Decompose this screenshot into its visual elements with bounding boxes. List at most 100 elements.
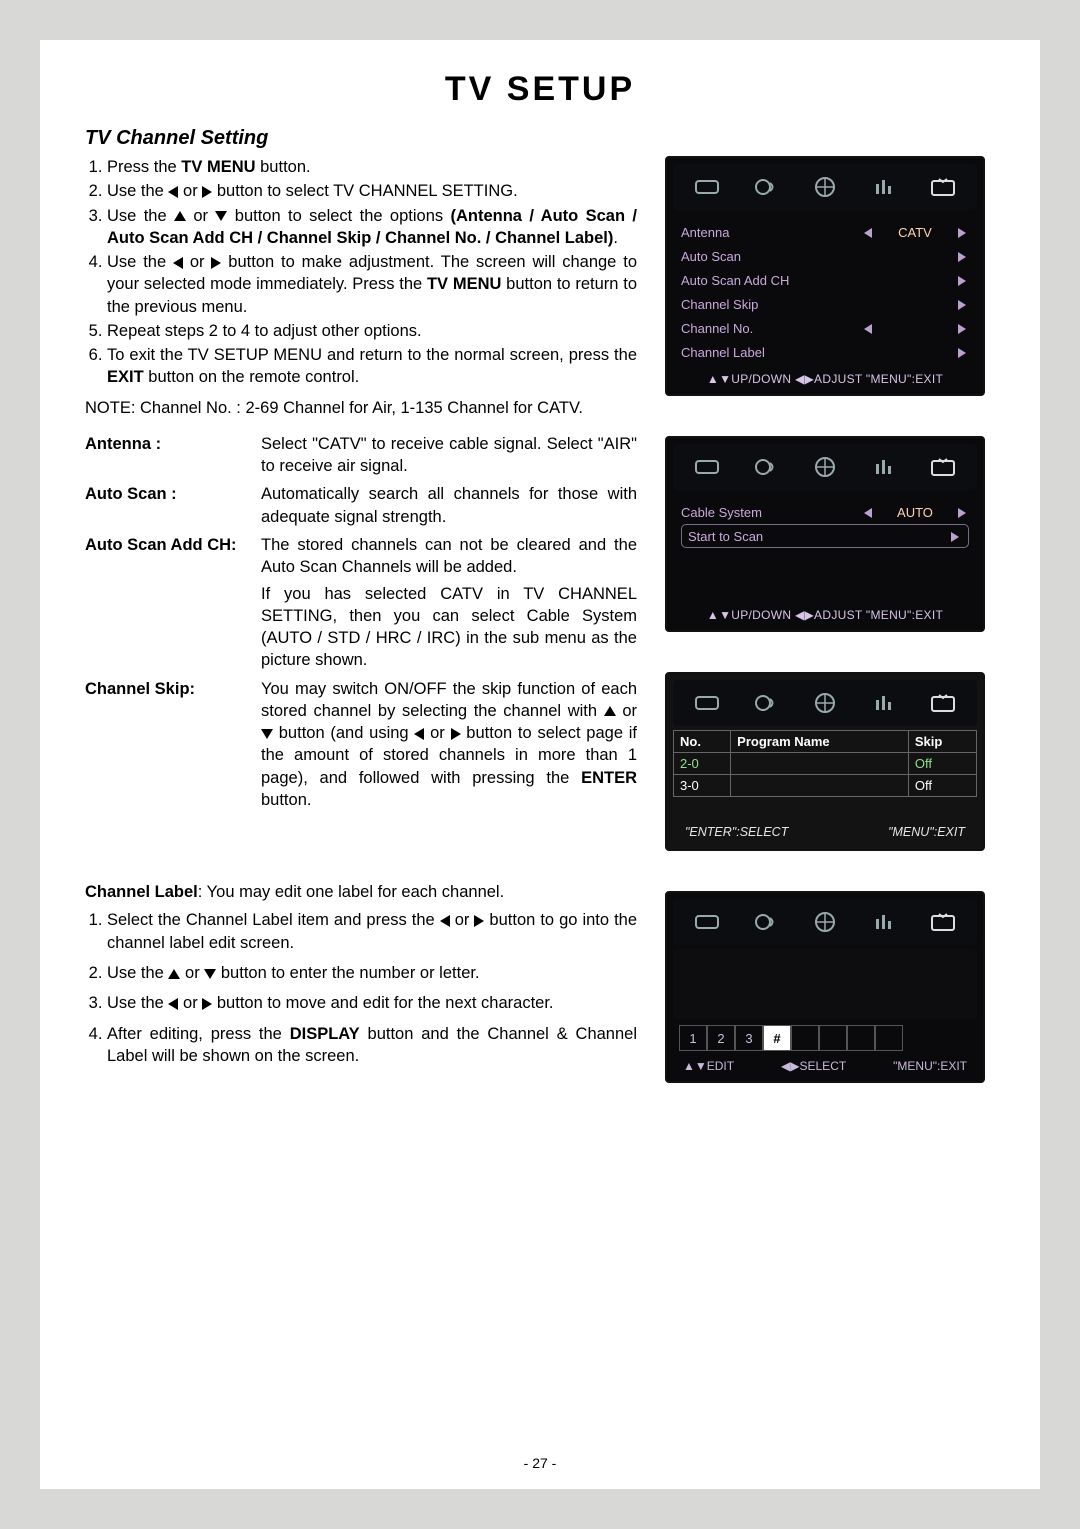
osd-row: Cable SystemAUTO (681, 500, 969, 524)
right-arrow-icon (451, 728, 461, 740)
bold: Channel Label (85, 883, 198, 901)
up-arrow-icon (168, 969, 180, 979)
right-arrow-icon (211, 257, 221, 269)
table-row: 2-0Off (674, 753, 977, 775)
edit-cell: 1 (679, 1025, 707, 1051)
osd-panel-1: Antenna CATV Auto Scan Auto Scan Add CH Chan… (665, 156, 985, 396)
eq-icon (864, 172, 904, 202)
text: button on the remote control. (144, 368, 360, 386)
edit-cell: 3 (735, 1025, 763, 1051)
table-header: Skip (908, 731, 976, 753)
osd-row-label: Auto Scan Add CH (681, 273, 861, 288)
text: or (616, 702, 637, 720)
edit-cell: 2 (707, 1025, 735, 1051)
def-text: Select "CATV" to receive cable signal. S… (261, 433, 637, 478)
osd-row: Antenna CATV (681, 220, 969, 244)
text: button to select TV CHANNEL SETTING. (212, 182, 517, 200)
right-arrow-icon (955, 321, 969, 336)
osd-panel-3: No.Program NameSkip2-0Off3-0Off "ENTER":… (665, 672, 985, 851)
tv-icon (923, 907, 963, 937)
edit-cell: # (763, 1025, 791, 1051)
left-column: Press the TV MENU button. Use the or but… (85, 156, 637, 1123)
palette-icon (687, 907, 727, 937)
osd-iconbar (673, 899, 977, 945)
text: Press the (107, 158, 181, 176)
osd-row-label: Channel Skip (681, 297, 861, 312)
osd-footer: "ENTER":SELECT "MENU":EXIT (673, 797, 977, 843)
note-text: NOTE: Channel No. : 2-69 Channel for Air… (85, 397, 637, 419)
osd-row: Channel Skip (681, 292, 969, 316)
step-1: Press the TV MENU button. (107, 156, 637, 178)
osd-panel-4: 123# ▲▼EDIT ◀▶SELECT "MENU":EXIT (665, 891, 985, 1083)
right-arrow-icon (202, 998, 212, 1010)
foot-left: "ENTER":SELECT (685, 825, 788, 839)
foot-mid: ◀▶SELECT (781, 1059, 846, 1073)
down-arrow-icon (261, 729, 273, 739)
step-3: Use the or button to select the options … (107, 205, 637, 250)
text: or (178, 994, 202, 1012)
cl-intro: Channel Label: You may edit one label fo… (85, 881, 637, 903)
osd-row-value: CATV (875, 225, 955, 240)
globe-icon (805, 172, 845, 202)
osd-row: Auto Scan (681, 244, 969, 268)
text: button. (256, 158, 311, 176)
right-column: Antenna CATV Auto Scan Auto Scan Add CH Chan… (665, 156, 995, 1123)
audio-icon (746, 907, 786, 937)
def-addch: Auto Scan Add CH: The stored channels ca… (85, 534, 637, 672)
table-cell (731, 775, 909, 797)
bold: DISPLAY (290, 1025, 360, 1043)
text: Use the (107, 182, 168, 200)
edit-cells: 123# (673, 1025, 977, 1057)
skip-table: No.Program NameSkip2-0Off3-0Off (673, 730, 977, 797)
section-subtitle: TV Channel Setting (85, 127, 995, 150)
bold: TV MENU (181, 158, 255, 176)
eq-icon (864, 907, 904, 937)
step-5: Repeat steps 2 to 4 to adjust other opti… (107, 320, 637, 342)
table-cell: 3-0 (674, 775, 731, 797)
text: button. (261, 791, 311, 809)
osd-row-label: Antenna (681, 225, 861, 240)
audio-icon (746, 452, 786, 482)
text: or (183, 253, 211, 271)
up-arrow-icon (604, 706, 616, 716)
tv-icon (923, 688, 963, 718)
globe-icon (805, 452, 845, 482)
def-skip: Channel Skip: You may switch ON/OFF the … (85, 678, 637, 812)
table-header: No. (674, 731, 731, 753)
text: or (178, 182, 202, 200)
def-antenna: Antenna : Select "CATV" to receive cable… (85, 433, 637, 478)
palette-icon (687, 452, 727, 482)
osd-row-label: Channel No. (681, 321, 861, 336)
table-cell (731, 753, 909, 775)
cl-step-2: Use the or button to enter the number or… (107, 962, 637, 984)
term: Auto Scan Add CH: (85, 534, 261, 672)
text: After editing, press the (107, 1025, 290, 1043)
right-arrow-icon (955, 297, 969, 312)
bold: EXIT (107, 368, 144, 386)
down-arrow-icon (215, 211, 227, 221)
def-text: Automatically search all channels for th… (261, 483, 637, 528)
term: Channel Skip: (85, 678, 261, 812)
cl-steps: Select the Channel Label item and press … (85, 909, 637, 1067)
left-arrow-icon (168, 186, 178, 198)
text: button to enter the number or letter. (216, 964, 479, 982)
right-arrow-icon (955, 273, 969, 288)
osd-footer: ▲▼EDIT ◀▶SELECT "MENU":EXIT (673, 1057, 977, 1075)
edit-cell (847, 1025, 875, 1051)
left-arrow-icon (861, 505, 875, 520)
osd-iconbar (673, 444, 977, 490)
text: Use the (107, 964, 168, 982)
left-arrow-icon (440, 915, 450, 927)
text: Select the Channel Label item and press … (107, 911, 440, 929)
text: If you has selected CATV in TV CHANNEL S… (261, 583, 637, 672)
text: or (450, 911, 475, 929)
osd-body: Cable SystemAUTOStart to Scan (673, 494, 977, 604)
text: button (and using (273, 724, 414, 742)
foot-right: "MENU":EXIT (888, 825, 965, 839)
left-arrow-icon (168, 998, 178, 1010)
text: Use the (107, 994, 168, 1012)
def-autoscan: Auto Scan : Automatically search all cha… (85, 483, 637, 528)
table-cell: 2-0 (674, 753, 731, 775)
right-arrow-icon (955, 249, 969, 264)
osd-row-label: Cable System (681, 505, 861, 520)
